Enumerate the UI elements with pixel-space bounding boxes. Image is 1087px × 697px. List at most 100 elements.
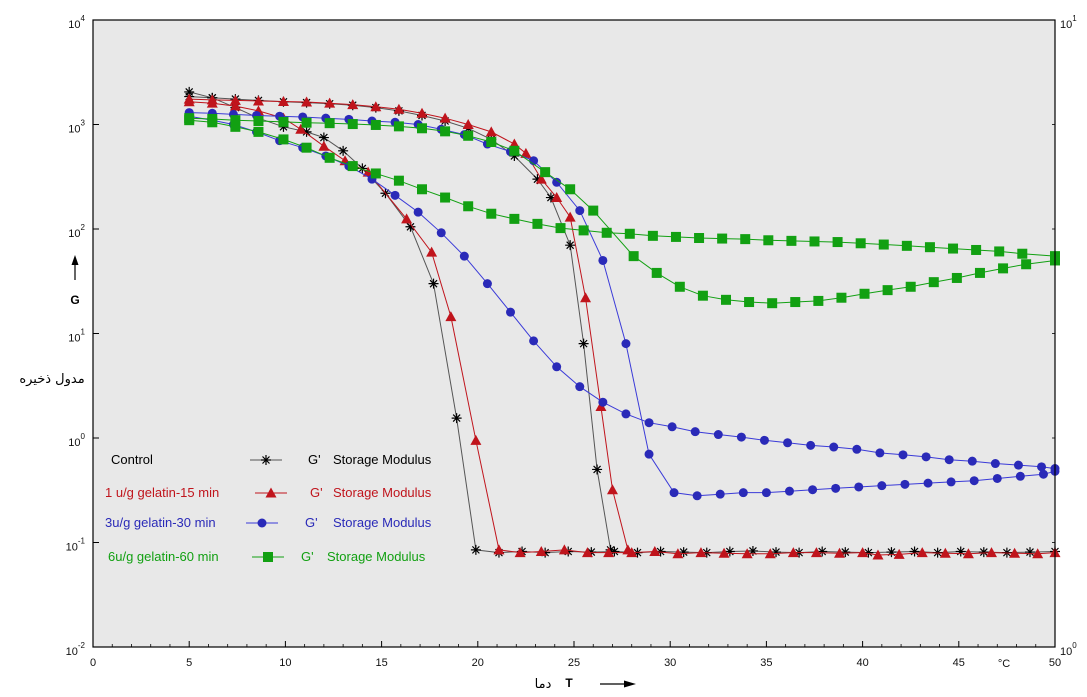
data-point [886,547,897,558]
data-point [718,547,730,558]
data-point [486,208,497,219]
legend-marker [263,552,273,562]
data-point [747,545,758,556]
series-square [184,113,1060,309]
data-point [994,246,1005,257]
data-point [1038,469,1048,479]
y-tick-label: 10-2 [66,641,86,658]
data-point [992,473,1002,483]
data-point [744,297,755,308]
data-point [253,116,264,127]
data-point [761,488,771,498]
data-point [905,281,916,292]
data-point [347,161,358,172]
data-point [898,450,908,460]
data-point [692,491,702,501]
data-point [1017,248,1028,259]
data-point [318,140,330,151]
x-axis-unit: °C [998,658,1010,670]
data-point [532,218,543,229]
data-point [694,233,705,244]
y-tick-label: 103 [68,119,85,136]
data-point [882,285,893,296]
data-point [771,547,782,558]
data-point [370,168,381,179]
data-point [405,221,416,232]
data-point [784,486,794,496]
data-point [678,547,689,558]
axis-ticks: 0 5 10 15 20 25 30 35 40 45 50 10-2 10-1 100 101 102 103… [66,14,1078,669]
y-tick-label: 100 [68,432,85,449]
legend-label: Storage Modulus [333,485,432,500]
data-point [436,228,446,238]
y-axis-label: G [70,293,79,307]
data-point [601,227,612,238]
data-point [806,440,816,450]
plot-area [93,20,1055,647]
data-point [324,152,335,163]
data-point [628,251,639,262]
x-tick-label: 50 [1049,657,1061,669]
data-point [763,235,774,246]
data-point [1021,259,1032,270]
data-point [514,547,526,558]
data-point [1015,471,1025,481]
series-curves [183,86,1061,560]
data-point [921,452,931,462]
data-point [540,167,551,178]
data-point [967,456,977,466]
data-point [759,435,769,445]
data-point [831,483,841,493]
data-point [928,277,939,288]
data-point [717,233,728,244]
data-point [836,292,847,303]
data-point [509,213,520,224]
data-point [790,297,801,308]
y-tick-label: 10-1 [66,537,86,554]
legend-quantity: G' [301,549,314,564]
data-point [603,547,615,558]
data-point [324,118,335,129]
data-point [916,547,928,558]
y-axis-arrowhead [71,255,79,265]
data-point [840,547,851,558]
data-point [347,99,359,110]
data-point [301,117,312,128]
legend-series-name: 1 u/g gelatin-15 min [105,485,219,500]
data-point [426,246,438,257]
data-point [598,255,608,265]
x-axis-arrowhead [624,680,636,688]
legend-marker [257,518,267,528]
data-point [621,409,631,419]
legend-item: 3u/g gelatin-30 min G' Storage Modulus [105,515,432,530]
data-point [417,123,428,134]
data-point [832,237,843,248]
data-point [183,96,195,107]
data-point [301,96,313,107]
data-point [946,477,956,487]
legend-label: Storage Modulus [333,515,432,530]
data-point [482,279,492,289]
data-point [713,430,723,440]
data-point [834,547,846,558]
data-point [736,432,746,442]
x-tick-label: 15 [375,657,387,669]
data-point [878,239,889,250]
data-point [324,97,336,108]
x-tick-label: 10 [279,657,291,669]
data-point [990,459,1000,469]
data-point [969,476,979,486]
data-point [670,231,681,242]
data-point [951,272,962,283]
data-point [764,548,776,559]
data-point [506,307,516,317]
data-point [184,115,195,126]
data-point [486,137,497,148]
legend-label: Storage Modulus [327,549,426,564]
right-tick-label: 101 [1060,14,1077,31]
data-point [1013,460,1023,470]
data-point [667,422,677,432]
data-point [485,126,497,137]
data-point [545,192,556,203]
